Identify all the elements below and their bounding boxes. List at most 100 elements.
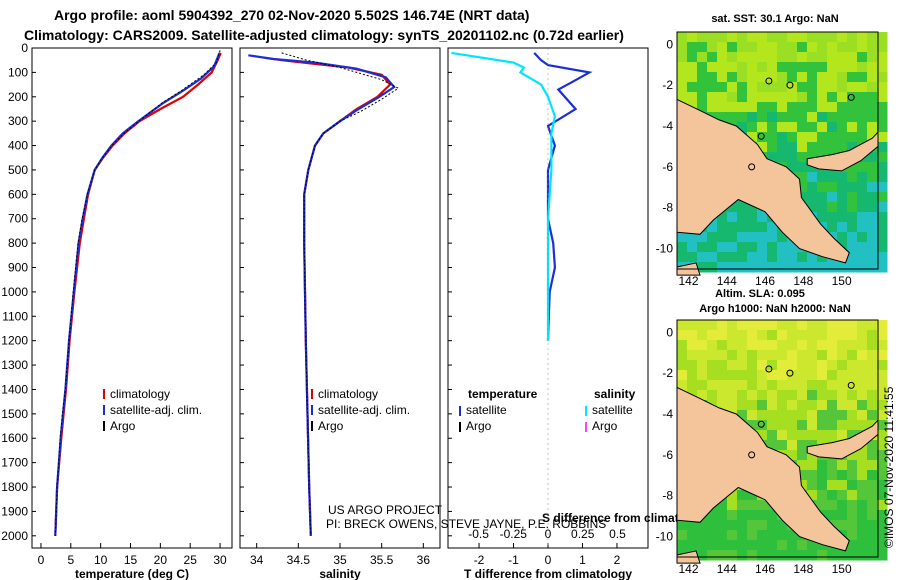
sst-cell [817, 500, 828, 511]
sst-cell [807, 380, 818, 391]
sst-cell [717, 500, 728, 511]
sst-cell [727, 540, 738, 551]
sst-cell [747, 370, 758, 381]
sst-cell [717, 390, 728, 401]
sst-cell [837, 102, 848, 113]
sst-cell [877, 182, 888, 193]
sst-cell [797, 132, 808, 143]
sst-cell [677, 92, 688, 103]
sst-cell [717, 42, 728, 53]
sst-cell [707, 242, 718, 253]
sst-cell [847, 510, 858, 521]
sst-cell [797, 470, 808, 481]
sst-cell [867, 330, 878, 341]
y-tick-label: 700 [8, 212, 28, 226]
sst-cell [877, 42, 888, 53]
sst-cell [857, 262, 868, 273]
series-line-argo [54, 50, 221, 536]
sst-cell [747, 320, 758, 331]
sst-cell [877, 540, 888, 551]
sst-cell [797, 430, 808, 441]
sst-cell [867, 490, 878, 501]
sst-cell [767, 122, 778, 133]
sst-cell [847, 132, 858, 143]
sst-cell [767, 330, 778, 341]
x-tick-label: 36 [417, 553, 431, 567]
sst-cell [787, 440, 798, 451]
sst-cell [757, 420, 768, 431]
sst-cell [747, 262, 758, 273]
sst-cell [857, 182, 868, 193]
sst-cell [757, 62, 768, 73]
sst-cell [757, 500, 768, 511]
sst-cell [877, 360, 888, 371]
sst-cell [747, 330, 758, 341]
sst-cell [727, 380, 738, 391]
sst-cell [857, 62, 868, 73]
sst-cell [867, 400, 878, 411]
sst-cell [857, 530, 868, 541]
sst-cell [877, 202, 888, 213]
sst-cell [837, 112, 848, 123]
sst-cell [867, 550, 878, 561]
sst-cell [697, 530, 708, 541]
sla-map: Altim. SLA: 0.095 Argo h1000: NaN h2000:… [656, 288, 888, 576]
sst-cell [847, 222, 858, 233]
sst-cell [827, 182, 838, 193]
sst-cell [867, 380, 878, 391]
sst-cell [777, 350, 788, 361]
y-tick-label: 300 [8, 114, 28, 128]
sst-cell [707, 530, 718, 541]
sst-cell [857, 330, 868, 341]
sst-cell [737, 510, 748, 521]
sst-cell [717, 530, 728, 541]
map-y-tick-label: -10 [656, 530, 674, 544]
map-y-tick-label: 0 [666, 325, 673, 339]
sst-cell [847, 182, 858, 193]
sst-cell [847, 550, 858, 561]
legend-label: Argo [466, 419, 492, 433]
sst-cell [707, 350, 718, 361]
sst-cell [787, 350, 798, 361]
map-x-tick-label: 148 [793, 562, 813, 576]
sst-cell [817, 262, 828, 273]
sst-cell [797, 450, 808, 461]
sst-cell [767, 420, 778, 431]
sst-cell [707, 82, 718, 93]
sst-cell [747, 132, 758, 143]
sst-cell [677, 380, 688, 391]
sst-cell [747, 390, 758, 401]
sst-cell [777, 72, 788, 83]
sst-cell [877, 320, 888, 331]
sst-cell [807, 440, 818, 451]
sst-cell [737, 360, 748, 371]
sst-cell [717, 102, 728, 113]
sst-cell [687, 52, 698, 63]
x-tick-label: 35 [333, 553, 347, 567]
sst-cell [817, 62, 828, 73]
sst-cell [687, 320, 698, 331]
sst-cell [877, 330, 888, 341]
y-tick-label: 800 [8, 236, 28, 250]
sst-cell [857, 92, 868, 103]
x-axis-label: salinity [319, 567, 361, 580]
y-tick-label: 1200 [1, 334, 28, 348]
sst-cell [807, 430, 818, 441]
sst-cell [867, 92, 878, 103]
sst-cell [867, 540, 878, 551]
legend-label: satellite-adj. clim. [110, 403, 202, 417]
sst-cell [827, 330, 838, 341]
sst-cell [717, 92, 728, 103]
top-x-axis-label: S difference from climatology [542, 511, 711, 525]
sst-cell [817, 350, 828, 361]
sst-cell [757, 72, 768, 83]
sst-cell [707, 330, 718, 341]
sst-cell [867, 102, 878, 113]
sst-cell [837, 182, 848, 193]
sst-cell [807, 62, 818, 73]
sst-cell [737, 82, 748, 93]
sst-cell [877, 232, 888, 243]
sst-cell [877, 222, 888, 233]
sst-cell [837, 192, 848, 203]
sst-cell [807, 410, 818, 421]
